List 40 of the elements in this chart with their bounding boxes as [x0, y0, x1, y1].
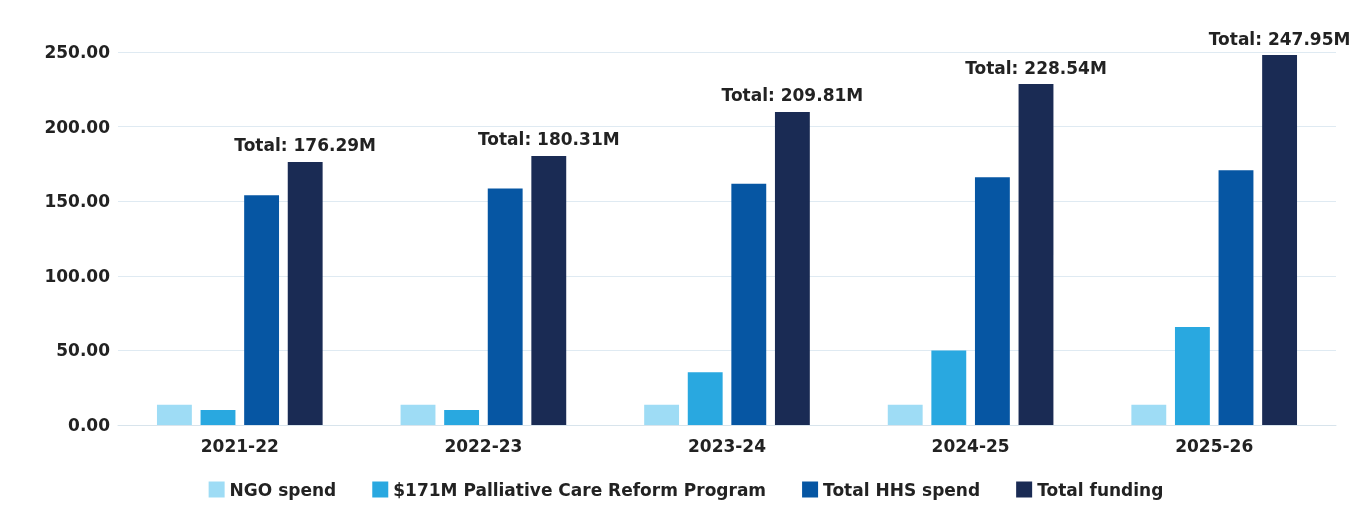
bar — [1218, 170, 1254, 425]
bar — [200, 410, 236, 425]
legend-label: Total funding — [1037, 479, 1164, 500]
bar — [931, 350, 967, 425]
data-label: Total: 176.29M — [234, 135, 377, 156]
y-tick-label: 50.00 — [56, 340, 111, 361]
bar — [487, 188, 523, 425]
legend-label: $171M Palliative Care Reform Program — [393, 479, 767, 500]
bar — [400, 404, 436, 425]
bar — [1018, 84, 1054, 425]
bar — [1174, 326, 1210, 425]
bar — [644, 404, 680, 425]
bar — [774, 111, 810, 425]
y-tick-label: 250.00 — [44, 42, 111, 62]
y-tick-label: 0.00 — [68, 415, 111, 435]
bar — [156, 404, 192, 425]
bar — [531, 155, 567, 425]
bar — [444, 410, 480, 425]
data-label: Total: 209.81M — [721, 85, 864, 106]
bar — [731, 183, 767, 425]
x-tick-label: 2021-22 — [200, 435, 279, 456]
bar — [244, 195, 280, 425]
y-tick-label: 200.00 — [44, 116, 111, 137]
bar — [687, 372, 723, 425]
bar — [974, 177, 1010, 425]
legend-label: Total HHS spend — [823, 479, 981, 500]
data-label: Total: 180.31M — [477, 129, 620, 150]
bar — [1131, 404, 1167, 425]
y-tick-label: 100.00 — [44, 265, 111, 286]
bar — [287, 161, 323, 425]
data-label: Total: 247.95M — [1208, 28, 1351, 49]
x-tick-label: 2024-25 — [931, 435, 1010, 456]
x-tick-label: 2022-23 — [444, 435, 523, 456]
bar — [1262, 55, 1298, 425]
data-label: Total: 228.54M — [965, 57, 1107, 78]
y-tick-label: 150.00 — [44, 191, 111, 212]
bar — [887, 404, 923, 425]
x-tick-label: 2025-26 — [1175, 435, 1254, 456]
legend-label: NGO spend — [229, 479, 337, 500]
x-tick-label: 2023-24 — [687, 435, 767, 456]
